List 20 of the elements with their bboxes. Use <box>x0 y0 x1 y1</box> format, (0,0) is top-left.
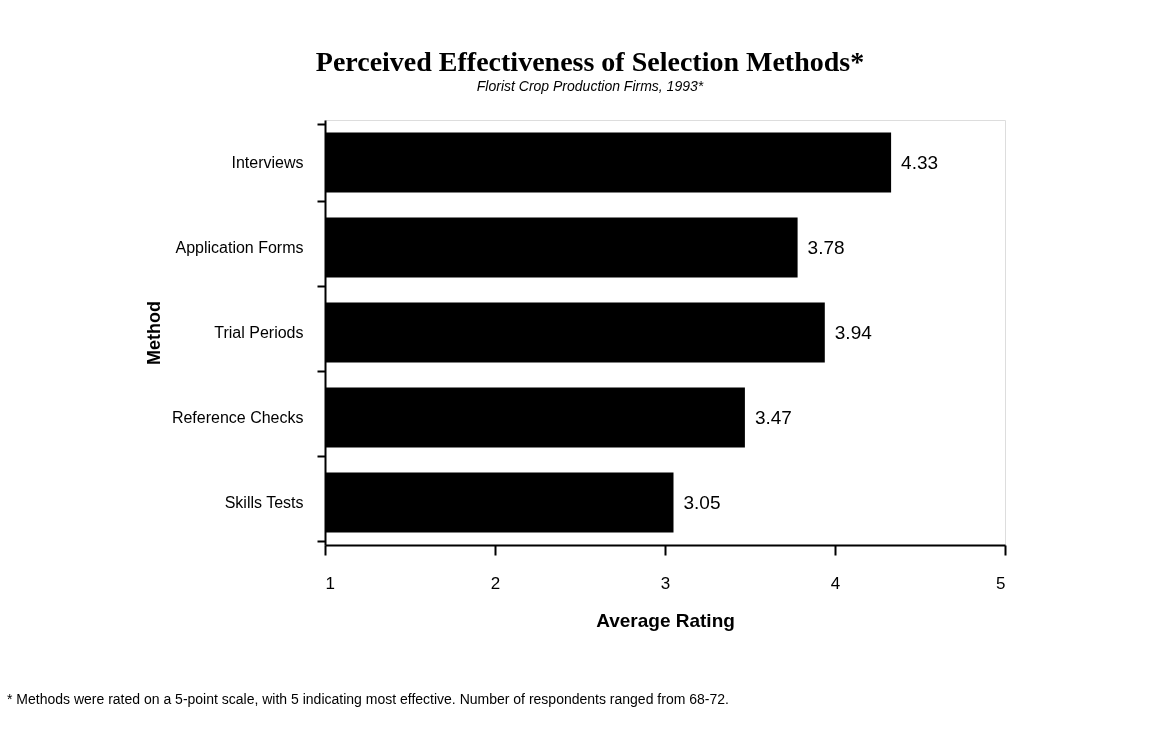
x-tick-label: 1 <box>325 573 335 593</box>
data-label: 3.47 <box>754 406 792 428</box>
y-tick-label: Skills Tests <box>224 494 304 511</box>
chart-title: Perceived Effectiveness of Selection Methods* <box>315 46 865 77</box>
y-axis-title: Method <box>143 301 164 365</box>
y-tick-label: Interviews <box>231 154 304 171</box>
chart-subtitle: Florist Crop Production Firms, 1993* <box>476 78 704 94</box>
x-tick-label: 3 <box>660 573 671 593</box>
text: * Methods were rated on a 5-point scale, with 5 indicating most effective. Number of respondents ranged from 68-72. <box>7 691 729 707</box>
y-tick-label: Reference Checks <box>171 409 304 426</box>
data-label: 3.78 <box>807 236 845 258</box>
y-tick-label: Application Forms <box>175 239 304 256</box>
x-tick-label: 5 <box>996 573 1006 593</box>
data-label: 3.05 <box>683 491 721 513</box>
data-label: 3.94 <box>834 321 873 343</box>
y-tick-label: Trial Periods <box>214 324 304 341</box>
x-axis-title: Average Rating <box>596 609 735 631</box>
x-tick-label: 2 <box>490 573 501 593</box>
x-tick-label: 4 <box>830 573 841 593</box>
data-label: 4.33 <box>901 151 939 173</box>
